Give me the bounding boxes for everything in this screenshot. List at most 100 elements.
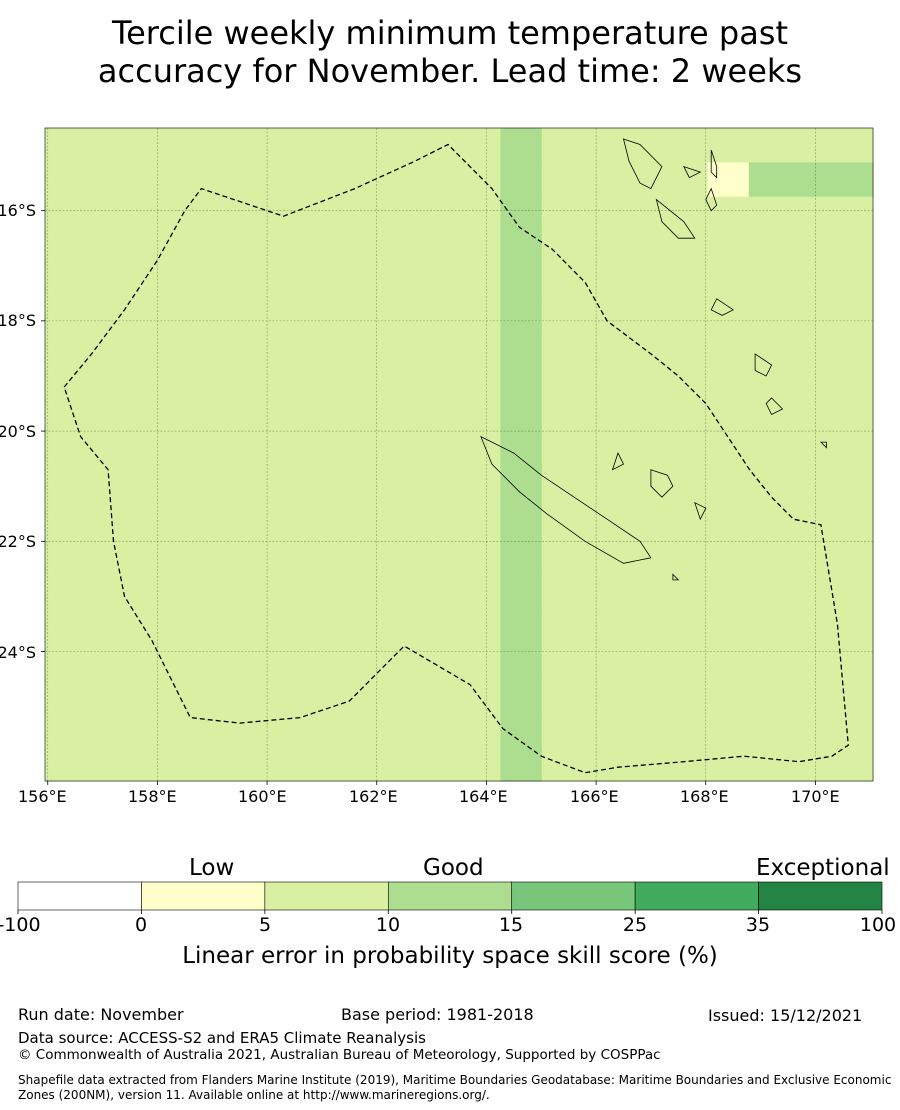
skill-cell [541,162,584,198]
skill-cell [666,437,708,473]
skill-cell [707,162,750,198]
skill-cell [293,746,336,782]
skill-cell [666,334,708,370]
skill-cell [334,471,377,507]
skill-cell [334,402,377,438]
skill-cell [583,196,626,232]
skill-cell [624,677,667,713]
skill-cell [45,471,87,507]
skill-cell [707,471,750,507]
skill-cell [334,712,377,748]
skill-cell [583,540,626,576]
skill-cell [500,540,543,576]
cb-tick-100: 100 [859,914,897,936]
skill-cell [831,574,874,610]
skill-cell [334,231,377,267]
skill-cell [169,231,212,267]
skill-cell [707,677,750,713]
skill-cell [790,299,833,335]
graticule [41,128,873,785]
skill-cell [252,265,294,301]
skill-cell [252,368,294,404]
skill-cell [252,231,294,267]
skill-cell [500,299,543,335]
skill-cell [169,540,212,576]
skill-cell [127,574,170,610]
skill-cell [666,506,708,542]
skill-cell [252,128,294,163]
skill-cell [376,677,419,713]
skill-cell [748,643,791,679]
skill-cell [45,540,87,576]
skill-cell [293,368,336,404]
eez-boundary-layer [63,143,849,774]
skill-cell [583,746,626,782]
skill-cell [624,574,667,610]
skill-cell [666,746,708,782]
skill-cell [707,128,750,163]
skill-cell [210,437,253,473]
skill-cell [169,437,212,473]
skill-cell [45,231,87,267]
skill-cell [210,540,253,576]
island-coastline [765,397,784,416]
skill-cell [790,643,833,679]
skill-cell [541,299,584,335]
run-date: Run date: November [18,1005,184,1024]
colorbar-swatch [634,881,759,911]
skill-cell [169,402,212,438]
skill-cell [45,265,87,301]
skill-cell [500,402,543,438]
skill-cell [252,746,294,782]
skill-cell [417,609,460,645]
skill-cell [293,540,336,576]
skill-cell [252,471,294,507]
skill-cell [666,712,708,748]
skill-cell [127,471,170,507]
skill-cell [790,128,833,163]
skill-cell [831,368,874,404]
lon-label-164e: 164°E [459,787,508,806]
island-coastline [650,469,674,498]
skill-cell [748,402,791,438]
skill-cell [86,334,129,370]
skill-cell [666,402,708,438]
skill-cell [831,196,874,232]
cb-tick-5: 5 [258,914,272,936]
skill-cell [831,162,874,198]
skill-cell [169,746,212,782]
skill-cell [541,540,584,576]
skill-cell [127,162,170,198]
skill-cell [252,609,294,645]
skill-cell [376,196,419,232]
skill-cell [293,265,336,301]
skill-cell [583,609,626,645]
skill-cell [541,128,584,163]
skill-cell [831,471,874,507]
cb-tick-25: 25 [622,914,648,936]
skill-cell [376,746,419,782]
skill-cell [86,162,129,198]
skill-cell [45,437,87,473]
skill-cell [459,471,501,507]
skill-cell [169,265,212,301]
skill-cell [459,643,501,679]
skill-cell [252,643,294,679]
skill-cell [293,196,336,232]
skill-cell [127,437,170,473]
skill-cell [666,609,708,645]
cb-tick-15: 15 [498,914,524,936]
colorbar-swatch [511,881,636,911]
skill-cell [459,231,501,267]
skill-cell [748,162,791,198]
skill-cell [376,437,419,473]
skill-cell [169,506,212,542]
skill-cell [500,334,543,370]
lon-label-160e: 160°E [238,787,287,806]
skill-cell [252,712,294,748]
lon-label-166e: 166°E [570,787,619,806]
skill-cell [707,540,750,576]
skill-cell [748,712,791,748]
skill-cell [334,746,377,782]
skill-cell [624,471,667,507]
